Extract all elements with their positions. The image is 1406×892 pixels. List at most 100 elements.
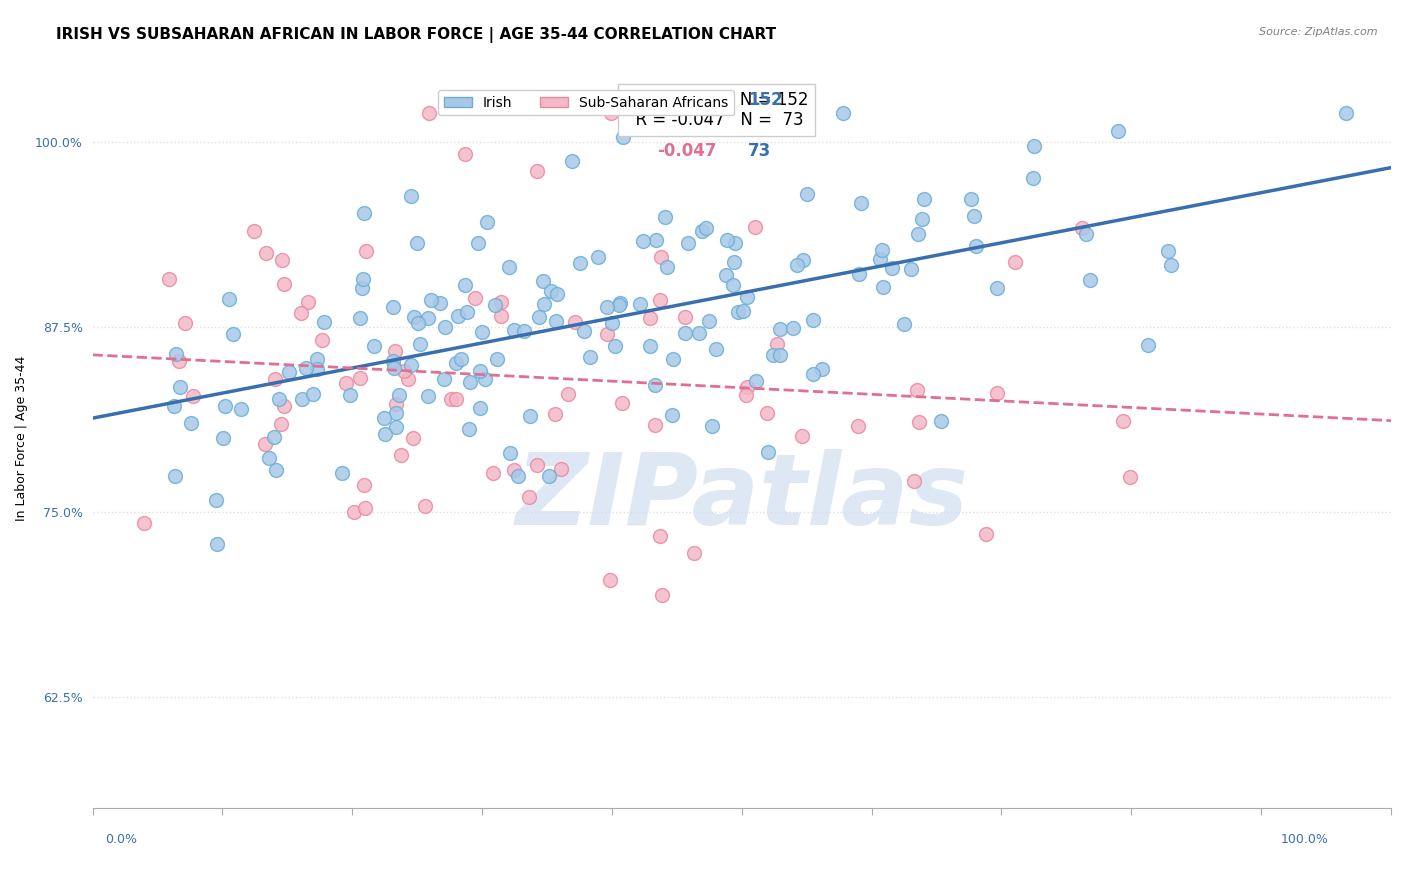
Irish — [561, 154, 583, 169]
Irish — [690, 225, 713, 239]
Irish — [628, 297, 651, 311]
Irish — [960, 192, 983, 206]
Sub-Saharan Africans — [596, 326, 619, 341]
Sub-Saharan Africans — [311, 333, 333, 347]
Irish — [454, 277, 477, 292]
Text: Source: ZipAtlas.com: Source: ZipAtlas.com — [1260, 27, 1378, 37]
Irish — [1022, 171, 1045, 186]
Irish — [1107, 124, 1129, 138]
Irish — [907, 227, 929, 242]
Sub-Saharan Africans — [651, 588, 673, 602]
Irish — [231, 402, 253, 417]
Irish — [406, 235, 429, 250]
Sub-Saharan Africans — [744, 220, 766, 235]
Sub-Saharan Africans — [273, 399, 295, 413]
Irish — [350, 281, 373, 295]
Irish — [352, 272, 374, 286]
Sub-Saharan Africans — [974, 526, 997, 541]
Irish — [513, 324, 536, 338]
Irish — [568, 256, 591, 270]
Irish — [912, 192, 935, 206]
Sub-Saharan Africans — [907, 415, 929, 429]
Sub-Saharan Africans — [503, 463, 526, 477]
Sub-Saharan Africans — [648, 529, 671, 543]
Sub-Saharan Africans — [273, 277, 295, 291]
Irish — [796, 186, 818, 201]
Irish — [540, 284, 562, 298]
Sub-Saharan Africans — [335, 376, 357, 390]
Irish — [498, 260, 520, 274]
Irish — [612, 130, 634, 145]
Irish — [911, 212, 934, 227]
Irish — [605, 339, 627, 353]
Irish — [433, 320, 456, 334]
Irish — [408, 336, 430, 351]
Sub-Saharan Africans — [600, 106, 623, 120]
Irish — [301, 386, 323, 401]
Irish — [388, 388, 411, 402]
Irish — [848, 267, 870, 281]
Irish — [678, 236, 700, 251]
Irish — [644, 378, 666, 392]
Irish — [769, 348, 792, 362]
Irish — [546, 313, 568, 327]
Irish — [1022, 139, 1045, 153]
Irish — [723, 255, 745, 269]
Text: 100.0%: 100.0% — [1281, 833, 1329, 846]
Sub-Saharan Africans — [385, 397, 408, 411]
Irish — [579, 350, 602, 364]
Irish — [474, 372, 496, 386]
Irish — [792, 253, 814, 268]
Sub-Saharan Africans — [1112, 414, 1135, 428]
Sub-Saharan Africans — [439, 392, 461, 406]
Irish — [339, 388, 361, 402]
Irish — [533, 297, 555, 311]
Sub-Saharan Africans — [612, 396, 634, 410]
Irish — [1160, 258, 1182, 272]
Sub-Saharan Africans — [903, 474, 925, 488]
Text: R =  0.628   N = 152
  R = -0.047   N =  73: R = 0.628 N = 152 R = -0.047 N = 73 — [624, 91, 808, 129]
Irish — [499, 446, 522, 460]
Sub-Saharan Africans — [550, 461, 572, 475]
Sub-Saharan Africans — [263, 372, 285, 386]
Irish — [986, 281, 1008, 295]
Irish — [1334, 106, 1357, 120]
Sub-Saharan Africans — [765, 337, 787, 351]
Irish — [456, 305, 478, 319]
Irish — [727, 304, 749, 318]
Irish — [263, 430, 285, 444]
Sub-Saharan Africans — [418, 106, 440, 120]
Irish — [205, 493, 228, 508]
Sub-Saharan Africans — [846, 419, 869, 434]
Irish — [1076, 227, 1098, 241]
Sub-Saharan Africans — [169, 354, 191, 368]
Sub-Saharan Africans — [644, 417, 666, 432]
Text: IRISH VS SUBSAHARAN AFRICAN IN LABOR FORCE | AGE 35-44 CORRELATION CHART: IRISH VS SUBSAHARAN AFRICAN IN LABOR FOR… — [56, 27, 776, 43]
Irish — [179, 416, 201, 430]
Irish — [503, 323, 526, 337]
Sub-Saharan Africans — [517, 490, 540, 504]
Irish — [382, 300, 405, 314]
Irish — [450, 352, 472, 367]
Text: -0.047: -0.047 — [658, 143, 717, 161]
Sub-Saharan Africans — [544, 407, 567, 421]
Irish — [384, 420, 406, 434]
Irish — [769, 322, 792, 336]
Irish — [446, 356, 468, 370]
Irish — [418, 389, 440, 403]
Sub-Saharan Africans — [734, 388, 756, 402]
Irish — [458, 375, 481, 389]
Irish — [374, 426, 396, 441]
Text: ZIPatlas: ZIPatlas — [515, 449, 969, 546]
Irish — [471, 325, 494, 339]
Legend: Irish, Sub-Saharan Africans: Irish, Sub-Saharan Africans — [439, 90, 734, 115]
Irish — [832, 106, 855, 120]
Irish — [349, 311, 371, 326]
Irish — [786, 258, 808, 272]
Irish — [458, 422, 481, 436]
Irish — [673, 326, 696, 340]
Irish — [468, 364, 491, 378]
Sub-Saharan Africans — [444, 392, 467, 406]
Irish — [353, 205, 375, 219]
Irish — [721, 278, 744, 293]
